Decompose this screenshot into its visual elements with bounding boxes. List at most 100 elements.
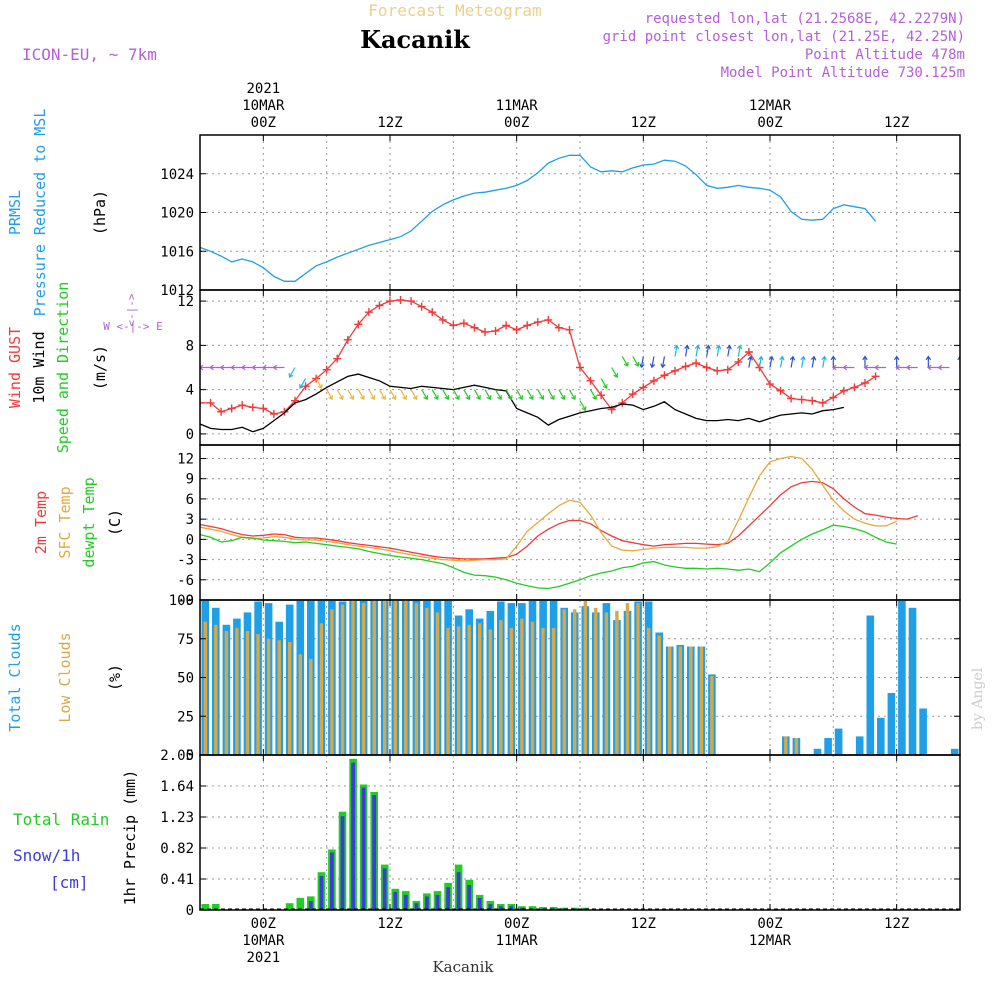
wind-arrow — [452, 389, 460, 401]
panel-content — [200, 758, 960, 910]
y-tick-label: 9 — [186, 472, 194, 488]
location-title: Kacanik — [360, 25, 471, 54]
wind-arrow — [905, 364, 918, 371]
wind-arrow — [336, 389, 344, 401]
series-line-pressure — [200, 154, 877, 282]
bar-total-clouds — [950, 748, 959, 755]
bar-low-clouds — [298, 654, 302, 755]
time-label-top: 12Z — [631, 115, 656, 131]
gust-marker — [850, 383, 859, 392]
precip-label-unit: [cm] — [50, 873, 89, 892]
gust-marker — [533, 318, 542, 327]
gust-marker — [322, 365, 331, 374]
bar-low-clouds — [340, 604, 345, 755]
time-label-bottom: 10MAR — [242, 933, 285, 949]
unit-label: (C) — [106, 509, 124, 536]
wind-arrow — [495, 389, 502, 401]
bar-low-clouds — [414, 603, 419, 755]
wind-arrow — [705, 344, 711, 357]
gust-marker — [554, 323, 563, 332]
y-tick-label: -3 — [177, 553, 194, 569]
gust-marker — [217, 407, 226, 416]
wind-arrow — [505, 389, 513, 401]
bar-total-rain — [212, 904, 220, 910]
wind-arrow — [463, 389, 471, 401]
wind-arrow — [821, 355, 827, 368]
bar-low-clouds — [467, 624, 471, 755]
gust-marker — [259, 404, 268, 413]
unit-label: (m/s) — [91, 345, 109, 390]
bar-low-clouds — [372, 600, 376, 755]
time-label-top: 12MAR — [749, 98, 792, 114]
gust-marker — [417, 302, 426, 311]
bar-low-clouds — [594, 607, 598, 755]
y-axis-label: 2m Temp — [32, 491, 50, 554]
y-axis-label: 10m Wind — [30, 331, 48, 403]
bar-low-clouds — [488, 629, 492, 755]
gust-marker — [861, 379, 869, 387]
wind-arrow — [288, 367, 296, 378]
wind-arrow — [611, 367, 619, 378]
panel-precip: 0 0.41 0.82 1.23 1.64 2.05 Total Rain Snow/1h [c… — [13, 748, 961, 919]
unit-label: (hPa) — [91, 190, 109, 235]
info-line-4: Model Point Altitude 730.125m — [721, 65, 965, 81]
y-tick-label: 1012 — [160, 283, 194, 299]
gust-marker — [459, 319, 468, 328]
wind-arrow — [937, 364, 950, 371]
bar-snow-1h — [372, 795, 377, 910]
gust-marker — [671, 366, 679, 375]
bar-low-clouds — [604, 612, 609, 755]
wind-arrow — [410, 389, 418, 401]
wind-arrow — [632, 356, 640, 367]
bar-snow-1h — [319, 876, 324, 910]
time-label-top: 12Z — [884, 115, 909, 131]
gust-marker — [481, 328, 489, 337]
bar-total-clouds — [813, 748, 822, 755]
wind-arrow — [240, 364, 253, 371]
bar-total-clouds — [898, 600, 906, 755]
gust-marker — [449, 321, 458, 330]
series-line-2m-temp — [200, 480, 918, 560]
y-tick-label: 1020 — [160, 206, 194, 222]
panel-content — [201, 600, 959, 755]
bar-low-clouds — [689, 646, 693, 755]
gust-marker — [396, 295, 405, 304]
bar-low-clouds — [224, 631, 229, 755]
bar-low-clouds — [393, 600, 397, 755]
wind-arrow — [842, 364, 855, 371]
gust-marker — [766, 380, 774, 389]
gust-marker — [238, 401, 247, 410]
y-tick-label: 6 — [186, 492, 194, 508]
time-label-bottom: 12Z — [884, 916, 909, 932]
bar-snow-1h — [425, 896, 429, 910]
time-label-bottom: 12MAR — [749, 933, 792, 949]
gust-marker — [597, 391, 606, 400]
bar-low-clouds — [203, 621, 207, 755]
wind-arrow — [189, 365, 200, 370]
wind-arrow — [219, 364, 232, 371]
y-axis-label: Low Clouds — [56, 632, 74, 722]
wind-arrow — [747, 355, 753, 368]
series-line-wind-gust — [200, 299, 876, 415]
bar-total-clouds — [855, 736, 864, 755]
wind-arrow — [272, 364, 285, 371]
bar-low-clouds — [794, 738, 799, 755]
gust-marker — [723, 365, 732, 374]
bar-total-rain — [201, 904, 210, 910]
time-label-top: 00Z — [504, 115, 529, 131]
wind-arrow — [600, 378, 608, 390]
y-tick-label: -9 — [177, 593, 194, 609]
gust-marker — [269, 410, 278, 418]
bar-snow-1h — [403, 894, 408, 910]
bar-snow-1h — [520, 907, 524, 910]
bar-low-clouds — [541, 627, 545, 755]
bar-snow-1h — [477, 897, 482, 910]
y-tick-label: 8 — [186, 338, 194, 354]
gust-marker — [776, 386, 785, 395]
gust-marker — [744, 348, 753, 356]
bar-low-clouds — [551, 627, 556, 755]
precip-label-snow: Snow/1h — [13, 846, 80, 865]
